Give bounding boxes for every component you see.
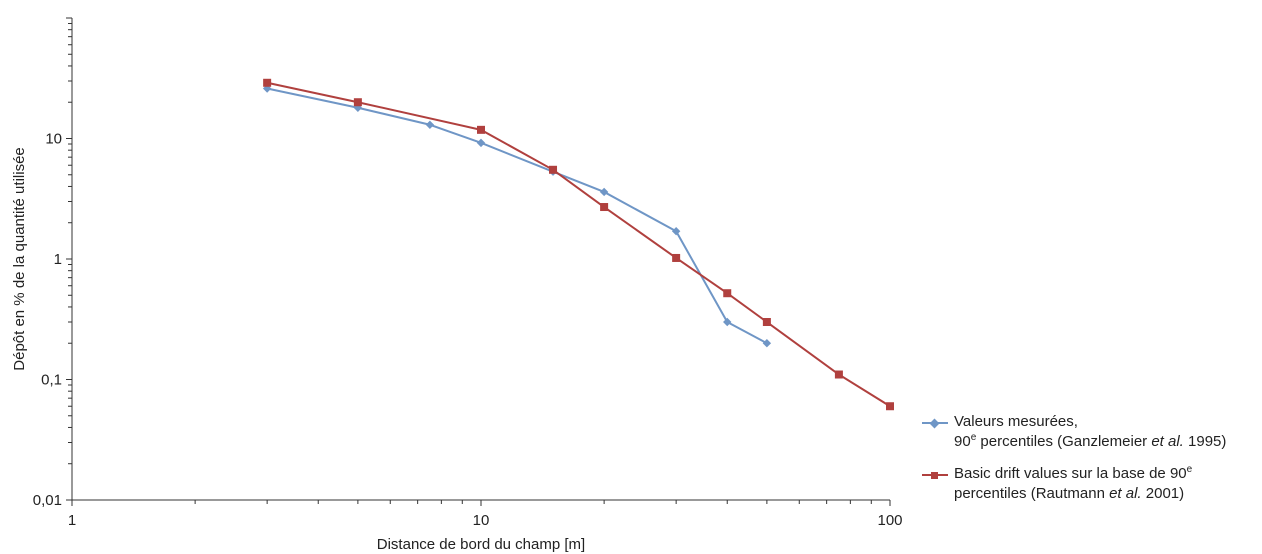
data-point — [723, 317, 732, 327]
series-1 — [262, 84, 772, 348]
x-axis-title: Distance de bord du champ [m] — [377, 536, 585, 553]
legend-measured-line1: Valeurs mesurées, — [954, 413, 1078, 430]
ticks — [66, 17, 891, 506]
y-tick-label: 1 — [54, 251, 62, 268]
data-point — [671, 227, 681, 236]
data-point — [600, 203, 609, 212]
data-point — [353, 98, 362, 107]
x-tick-label: 100 — [877, 512, 902, 529]
series-2 — [263, 78, 894, 411]
y-axis-title: Dépôt en % de la quantité utilisée — [11, 147, 28, 370]
legend-item-measured: Valeurs mesurées, 90e percentiles (Ganzl… — [922, 412, 1257, 452]
data-point — [476, 138, 486, 148]
data-point — [477, 125, 485, 134]
data-point — [599, 187, 609, 197]
legend-item-basic-drift: Basic drift values sur la base de 90e pe… — [922, 464, 1257, 504]
series-line — [266, 81, 891, 408]
tick-labels: 1 10 100 0,01 0,1 1 10 — [33, 131, 903, 530]
data-point — [425, 120, 435, 129]
y-tick-label: 0,1 — [41, 372, 62, 389]
data-point — [886, 402, 894, 411]
legend-swatch-measured — [922, 418, 948, 429]
square-marker-icon — [931, 472, 938, 479]
series-layer — [262, 78, 894, 411]
data-point — [672, 253, 681, 262]
data-point — [549, 165, 558, 174]
legend-basic-drift-line2: percentiles (Rautmann et al. 2001) — [954, 485, 1185, 502]
y-tick-label: 0,01 — [33, 492, 62, 509]
data-point — [723, 289, 732, 298]
y-tick-label: 10 — [45, 131, 62, 148]
series-line — [266, 87, 768, 345]
legend-basic-drift-line1: Basic drift values sur la base de 90e — [954, 464, 1193, 483]
legend: Valeurs mesurées, 90e percentiles (Ganzl… — [922, 412, 1257, 516]
data-point — [762, 339, 772, 348]
diamond-marker-icon — [929, 418, 940, 429]
legend-swatch-basic-drift — [922, 472, 948, 479]
data-point — [834, 370, 843, 379]
x-tick-label: 10 — [473, 512, 490, 529]
data-point — [263, 78, 272, 87]
data-point — [762, 318, 771, 327]
legend-measured-line2: 90e percentiles (Ganzlemeier et al. 1995… — [954, 432, 1227, 451]
x-tick-label: 1 — [68, 512, 76, 529]
axes — [71, 18, 890, 501]
